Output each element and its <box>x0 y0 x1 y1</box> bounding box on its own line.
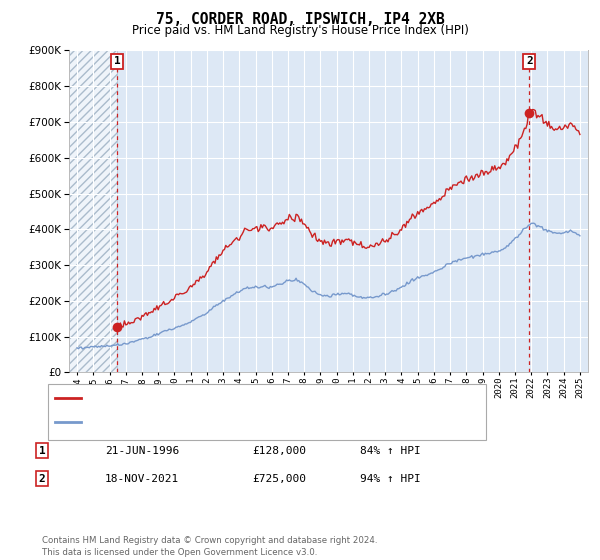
Text: 94% ↑ HPI: 94% ↑ HPI <box>360 474 421 484</box>
Text: 1: 1 <box>38 446 46 456</box>
Text: 84% ↑ HPI: 84% ↑ HPI <box>360 446 421 456</box>
Text: £725,000: £725,000 <box>252 474 306 484</box>
Text: 2: 2 <box>526 56 533 66</box>
Text: £128,000: £128,000 <box>252 446 306 456</box>
Text: HPI: Average price, detached house, Ipswich: HPI: Average price, detached house, Ipsw… <box>85 417 317 427</box>
Text: 75, CORDER ROAD, IPSWICH, IP4 2XB: 75, CORDER ROAD, IPSWICH, IP4 2XB <box>155 12 445 27</box>
Bar <box>69 50 117 372</box>
Text: Price paid vs. HM Land Registry's House Price Index (HPI): Price paid vs. HM Land Registry's House … <box>131 24 469 37</box>
Bar <box>69 50 117 372</box>
Text: 2: 2 <box>38 474 46 484</box>
Text: 75, CORDER ROAD, IPSWICH, IP4 2XB (detached house): 75, CORDER ROAD, IPSWICH, IP4 2XB (detac… <box>85 393 376 403</box>
Text: 18-NOV-2021: 18-NOV-2021 <box>105 474 179 484</box>
Text: Contains HM Land Registry data © Crown copyright and database right 2024.
This d: Contains HM Land Registry data © Crown c… <box>42 536 377 557</box>
Text: 1: 1 <box>114 56 121 66</box>
Text: 21-JUN-1996: 21-JUN-1996 <box>105 446 179 456</box>
